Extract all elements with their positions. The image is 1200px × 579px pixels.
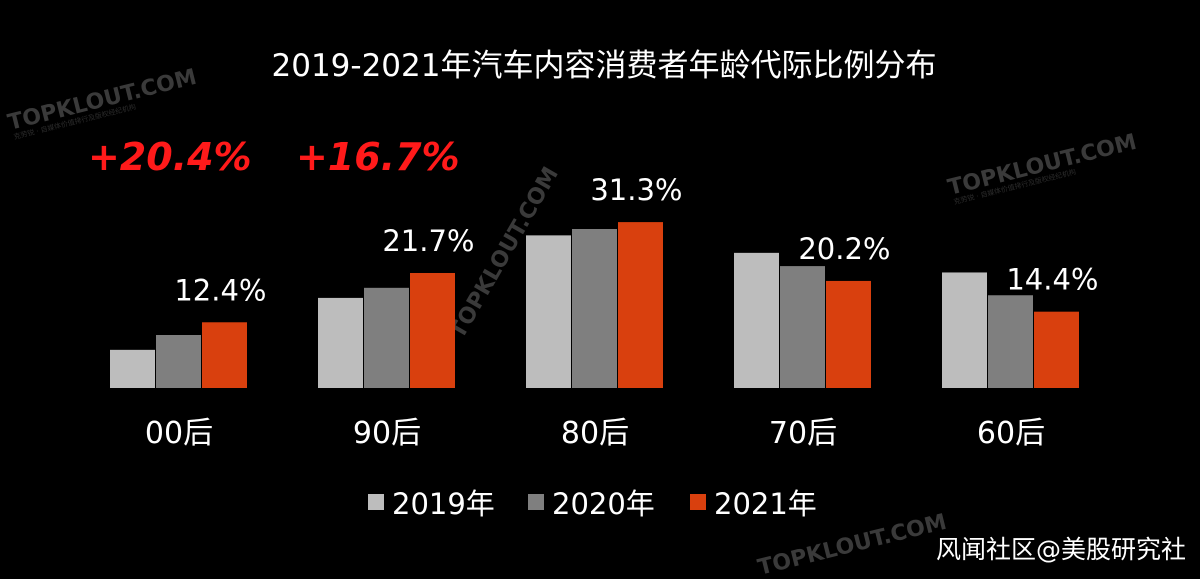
growth-label-00后: +20.4%	[88, 135, 252, 179]
bar-00后-2020年	[156, 335, 201, 388]
data-labels-group: 12.4% 21.7% 31.3% 20.2% 14.4%	[174, 173, 1098, 307]
legend-swatch-2019年	[368, 494, 384, 510]
bar-70后-2020年	[780, 266, 825, 388]
data-label-70后: 20.2%	[798, 232, 890, 266]
bar-90后-2019年	[318, 297, 363, 388]
bar-00后-2019年	[110, 349, 155, 388]
category-label-70后: 70后	[769, 416, 837, 451]
bar-80后-2020年	[572, 229, 617, 388]
bar-00后-2021年	[202, 322, 247, 388]
legend-label-2020年: 2020年	[552, 487, 655, 521]
watermark-text: TOPKLOUT.COM	[945, 130, 1139, 201]
category-label-80后: 80后	[561, 416, 629, 451]
bar-90后-2021年	[410, 272, 455, 388]
growth-labels-group: +20.4% +16.7%	[88, 135, 460, 179]
legend-swatch-2021年	[690, 494, 706, 510]
bars-group	[110, 222, 1079, 388]
watermark-2: TOPKLOUT.COM 克劳锐 · 自媒体价值排行及版权经纪机构	[945, 130, 1139, 206]
data-label-90后: 21.7%	[382, 224, 474, 258]
legend: 2019年 2020年 2021年	[368, 487, 817, 521]
watermark-text: TOPKLOUT.COM	[5, 65, 199, 136]
category-label-90后: 90后	[353, 416, 421, 451]
category-labels-group: 00后 90后 80后 70后 60后	[145, 416, 1045, 451]
source-credit: 风闻社区@美股研究社	[936, 535, 1186, 564]
chart-title: 2019-2021年汽车内容消费者年龄代际比例分布	[272, 48, 937, 84]
bar-80后-2021年	[618, 222, 663, 388]
bar-70后-2019年	[734, 252, 779, 388]
data-label-00后: 12.4%	[174, 273, 266, 307]
growth-label-90后: +16.7%	[296, 135, 460, 179]
category-label-60后: 60后	[977, 416, 1045, 451]
bar-60后-2020年	[988, 295, 1033, 388]
data-label-80后: 31.3%	[590, 173, 682, 207]
data-label-60后: 14.4%	[1006, 263, 1098, 297]
legend-swatch-2020年	[528, 494, 544, 510]
bar-60后-2021年	[1034, 311, 1079, 388]
category-label-00后: 00后	[145, 416, 213, 451]
bar-60后-2019年	[942, 272, 987, 388]
legend-label-2021年: 2021年	[714, 487, 817, 521]
bar-90后-2020年	[364, 287, 409, 388]
bar-70后-2021年	[826, 280, 871, 388]
bar-80后-2019年	[526, 235, 571, 388]
legend-label-2019年: 2019年	[392, 487, 495, 521]
watermark-1: TOPKLOUT.COM 克劳锐 · 自媒体价值排行及版权经纪机构	[5, 65, 199, 141]
